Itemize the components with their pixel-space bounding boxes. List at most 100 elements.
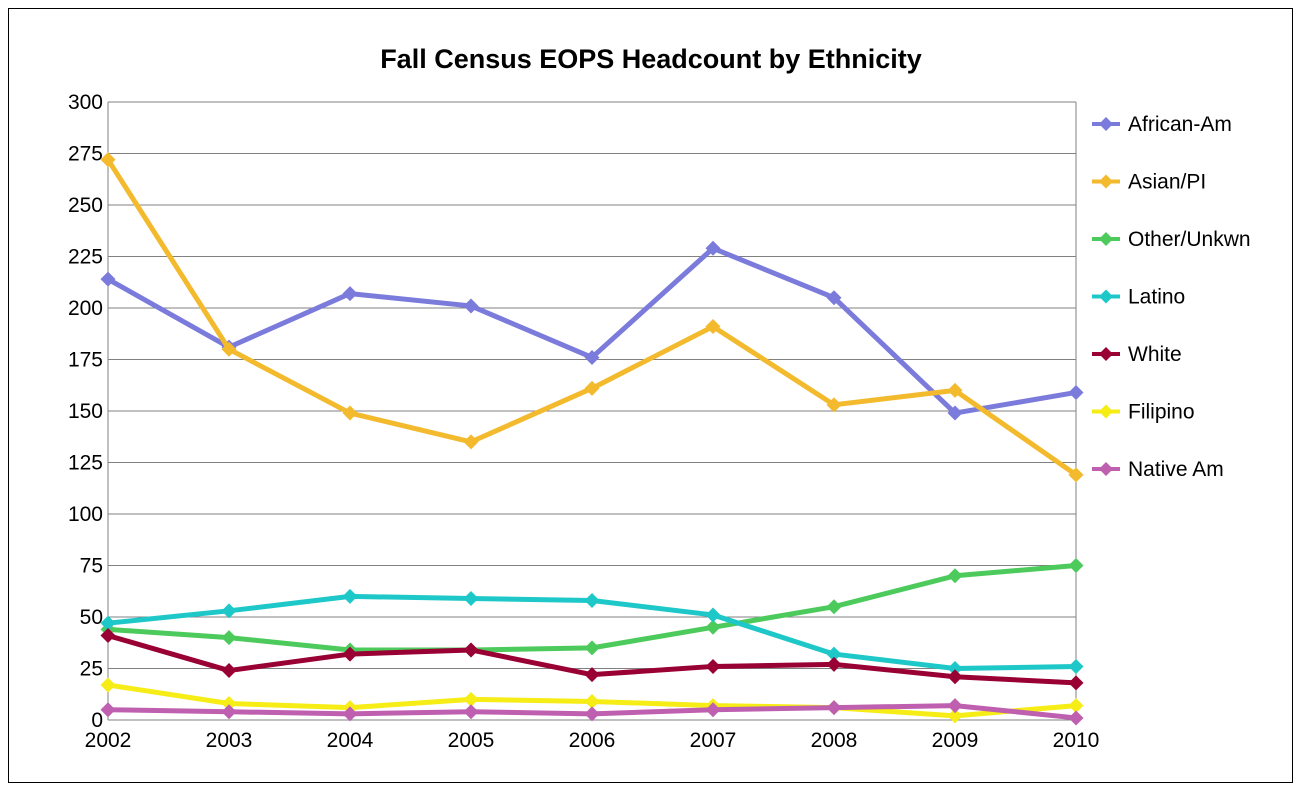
y-tick-label: 125 [68, 452, 103, 475]
data-point [221, 704, 237, 720]
y-tick-label: 300 [68, 91, 103, 114]
data-point [463, 642, 479, 658]
data-point [826, 656, 842, 672]
data-point [1068, 658, 1084, 674]
data-point [947, 669, 963, 685]
data-point [584, 380, 600, 396]
data-point [100, 152, 116, 168]
legend-item: Native Am [1092, 458, 1224, 481]
data-point [463, 590, 479, 606]
x-tick-label: 2008 [811, 729, 858, 752]
x-tick-label: 2006 [569, 729, 616, 752]
data-point [947, 568, 963, 584]
data-point [584, 693, 600, 709]
x-tick-label: 2002 [85, 729, 132, 752]
y-tick-label: 100 [68, 503, 103, 526]
y-tick-label: 0 [91, 709, 103, 732]
data-point [1068, 698, 1084, 714]
axes: 0 25 50 75 100 125 150 175 200 225 250 275 300 2002 20… [68, 91, 1099, 752]
data-point [705, 607, 721, 623]
y-tick-label: 50 [80, 606, 103, 629]
data-point [221, 341, 237, 357]
data-point [463, 704, 479, 720]
legend-label: African-Am [1128, 113, 1232, 136]
data-point [947, 708, 963, 724]
data-point [1068, 710, 1084, 726]
legend-item: White [1092, 343, 1182, 366]
series-native-am [100, 698, 1084, 726]
data-point [342, 646, 358, 662]
y-tick-label: 275 [68, 143, 103, 166]
data-point [221, 630, 237, 646]
data-point [947, 405, 963, 421]
legend-swatch-marker [1099, 404, 1113, 419]
data-point [1068, 384, 1084, 400]
data-point [584, 706, 600, 722]
y-tick-label: 225 [68, 246, 103, 269]
series-white [100, 628, 1084, 691]
data-point [342, 405, 358, 421]
y-tick-label: 25 [80, 658, 103, 681]
legend-swatch-marker [1099, 289, 1113, 304]
data-point [100, 271, 116, 287]
data-point [342, 588, 358, 604]
legend-label: Native Am [1128, 458, 1224, 481]
data-point [463, 434, 479, 450]
legend-item: African-Am [1092, 113, 1232, 136]
data-point [1068, 675, 1084, 691]
legend-label: Asian/PI [1128, 171, 1206, 194]
legend-item: Other/Unkwn [1092, 228, 1251, 251]
y-tick-label: 175 [68, 349, 103, 372]
data-point [947, 698, 963, 714]
data-point [463, 298, 479, 314]
legend: African-Am Asian/PI Other/Unkwn Latino White… [1092, 113, 1251, 481]
x-tick-label: 2004 [327, 729, 374, 752]
legend-swatch-marker [1099, 347, 1113, 361]
data-point [826, 397, 842, 413]
data-point [584, 349, 600, 365]
x-tick-label: 2005 [448, 729, 495, 752]
data-point [1068, 558, 1084, 573]
data-point [100, 615, 116, 631]
data-point [221, 663, 237, 679]
data-point [826, 599, 842, 615]
data-point [221, 603, 237, 619]
y-tick-label: 150 [68, 400, 103, 423]
x-tick-label: 2010 [1053, 729, 1100, 752]
legend-swatch-marker [1099, 232, 1113, 246]
data-point [826, 700, 842, 716]
series-line [105, 158, 1078, 477]
legend-item: Latino [1092, 286, 1185, 309]
data-point [463, 691, 479, 707]
data-point [705, 319, 721, 335]
legend-label: Latino [1128, 286, 1185, 309]
data-point [1068, 467, 1084, 483]
chart-title: Fall Census EOPS Headcount by Ethnicity [380, 44, 922, 74]
gridlines [108, 101, 1076, 669]
data-point [342, 706, 358, 722]
y-tick-label: 200 [68, 297, 103, 320]
data-point [826, 646, 842, 662]
legend-swatch-marker [1099, 117, 1113, 131]
series-latino [100, 588, 1084, 676]
data-point [100, 702, 116, 718]
legend-item: Filipino [1092, 401, 1195, 424]
data-point [705, 702, 721, 718]
data-point [584, 667, 600, 683]
x-tick-label: 2009 [932, 729, 979, 752]
data-point [584, 640, 600, 656]
y-tick-label: 250 [68, 194, 103, 217]
data-point [826, 290, 842, 306]
legend-label: White [1128, 343, 1182, 366]
data-point [221, 696, 237, 712]
y-tick-label: 75 [80, 555, 103, 578]
x-tick-label: 2007 [690, 729, 737, 752]
data-point [342, 286, 358, 302]
legend-label: Other/Unkwn [1128, 228, 1251, 251]
data-point [705, 658, 721, 674]
data-point [705, 619, 721, 635]
legend-label: Filipino [1128, 401, 1195, 424]
data-point [100, 628, 116, 644]
legend-swatch-marker [1099, 462, 1113, 476]
